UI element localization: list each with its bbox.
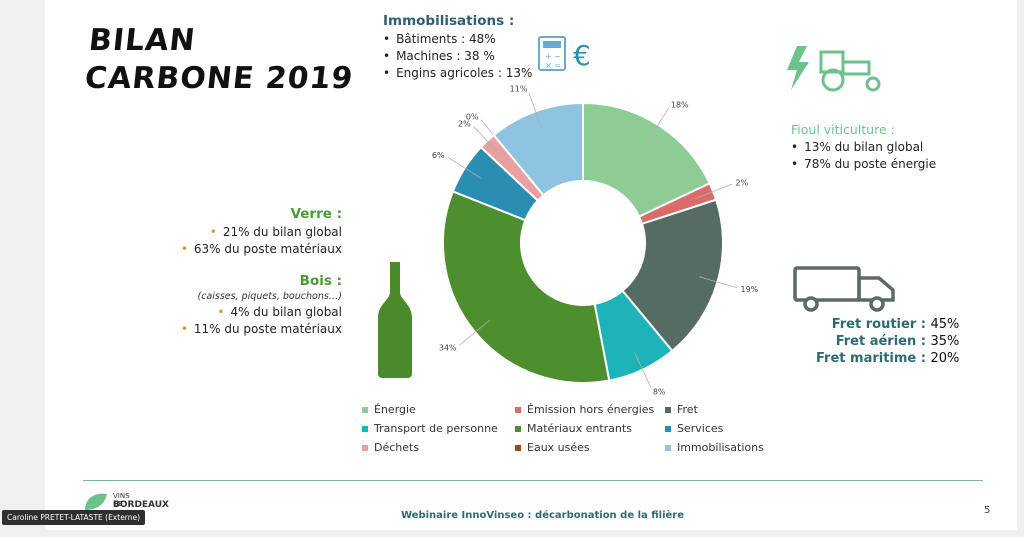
slide: BILAN CARBONE 2019 Immobilisations : Bât… [45, 0, 1017, 530]
bois-block: Bois : (caisses, piquets, bouchons…) 4% … [181, 273, 342, 338]
legend-swatch [362, 407, 368, 413]
data-label-3: 8% [653, 387, 666, 396]
legend-item: Émission hors énergies [515, 403, 654, 416]
legend-item: Fret [665, 403, 698, 416]
verre-item: 63% du poste matériaux [181, 241, 342, 258]
svg-text:€: € [573, 39, 591, 72]
legend-label: Immobilisations [677, 441, 764, 454]
donut-slice-2 [621, 198, 724, 353]
legend-swatch [362, 445, 368, 451]
donut-slice-8 [492, 101, 584, 197]
immobilisations-block: Immobilisations : Bâtiments : 48% Machin… [383, 13, 532, 82]
fret-value: 35% [930, 334, 960, 349]
legend-swatch [665, 407, 671, 413]
legend-label: Transport de personne [374, 422, 498, 435]
legend-swatch [515, 407, 521, 413]
leader-line-4 [459, 319, 491, 346]
bois-item: 4% du bilan global [181, 304, 342, 321]
data-label-7: 0% [466, 113, 479, 122]
page-number: 5 [984, 505, 991, 516]
fioul-heading: Fioul viticulture : [791, 122, 895, 137]
title-line-1: BILAN [87, 23, 198, 58]
legend-item: Eaux usées [515, 441, 590, 454]
slide-title: BILAN CARBONE 2019 [83, 22, 359, 98]
fret-row: Fret maritime : 20% [816, 350, 959, 367]
legend-label: Matériaux entrants [527, 422, 632, 435]
title-line-2: CARBONE 2019 [83, 61, 356, 96]
data-label-0: 18% [671, 101, 689, 110]
fret-label: Fret maritime : [816, 351, 926, 366]
verre-block: Verre : 21% du bilan global 63% du poste… [181, 206, 342, 258]
donut-slice-4 [442, 190, 611, 384]
legend-label: Eaux usées [527, 441, 590, 454]
leader-line-3 [634, 352, 652, 388]
verre-heading: Verre : [290, 206, 342, 222]
data-label-4: 34% [439, 344, 457, 353]
truck-icon [793, 266, 895, 312]
leader-line-5 [447, 156, 482, 179]
data-label-5: 6% [432, 151, 445, 160]
svg-text:× =: × = [545, 61, 561, 70]
data-label-8: 11% [510, 85, 528, 94]
legend-label: Fret [677, 403, 698, 416]
bois-item: 11% du poste matériaux [181, 321, 342, 338]
calculator-euro-icon: + − × = € [538, 36, 591, 72]
legend-swatch [362, 426, 368, 432]
participant-name-tag: Caroline PRETET-LATASTE (Externe) [2, 510, 146, 525]
legend-label: Émission hors énergies [527, 403, 655, 416]
leader-line-6 [473, 126, 501, 156]
legend-label: Énergie [374, 403, 416, 416]
footer-divider [83, 480, 983, 481]
fret-value: 45% [930, 317, 960, 332]
legend-label: Services [677, 422, 724, 435]
data-label-2: 19% [740, 285, 758, 294]
leader-line-1 [695, 183, 732, 199]
tractor-icon [787, 46, 881, 92]
leader-line-0 [647, 107, 670, 142]
fret-row: Fret routier : 45% [816, 316, 960, 333]
fret-row: Fret aérien : 35% [816, 333, 960, 350]
logo-bottom-text: BORDEAUX [113, 500, 169, 510]
legend-item: Déchets [362, 441, 419, 454]
immobilisations-item: Bâtiments : 48% [383, 31, 532, 48]
legend-swatch [665, 426, 671, 432]
leader-line-2 [699, 276, 737, 289]
legend-swatch [515, 445, 521, 451]
fioul-item: 13% du bilan global [791, 139, 936, 156]
legend-item: Immobilisations [665, 441, 764, 454]
footer-text: Webinaire InnoVinseo : décarbonation de … [401, 510, 685, 521]
donut-slice-0 [582, 101, 712, 218]
fioul-item: 78% du poste énergie [791, 156, 936, 173]
data-label-6: 2% [458, 119, 471, 128]
immobilisations-item: Engins agricoles : 13% [383, 65, 532, 82]
legend-item: Services [665, 422, 723, 435]
fret-block: Fret routier : 45% Fret aérien : 35% Fre… [816, 316, 959, 367]
leader-line-8 [528, 92, 543, 130]
svg-text:+ −: + − [545, 52, 561, 61]
legend-item: Énergie [362, 403, 416, 416]
legend-item: Transport de personne [362, 422, 498, 435]
legend-swatch [665, 445, 671, 451]
donut-chart: 18%2%19%8%34%6%2%0%11% [432, 85, 759, 397]
leaf-icon [85, 493, 107, 510]
immobilisations-heading: Immobilisations : [383, 13, 515, 29]
data-label-1: 2% [735, 179, 748, 188]
bois-subtitle: (caisses, piquets, bouchons…) [197, 291, 343, 302]
bottle-icon [378, 262, 412, 378]
fret-label: Fret aérien : [835, 334, 926, 349]
bois-heading: Bois : [299, 273, 342, 289]
fioul-block: Fioul viticulture : 13% du bilan global … [791, 122, 936, 173]
immobilisations-item: Machines : 38 % [383, 48, 532, 65]
fret-value: 20% [930, 351, 960, 366]
verre-item: 21% du bilan global [181, 224, 342, 241]
legend-item: Matériaux entrants [515, 422, 632, 435]
fret-label: Fret routier : [831, 317, 926, 332]
logo-top-text: VINS DE [113, 492, 130, 508]
legend-label: Déchets [374, 441, 420, 454]
legend-swatch [515, 426, 521, 432]
